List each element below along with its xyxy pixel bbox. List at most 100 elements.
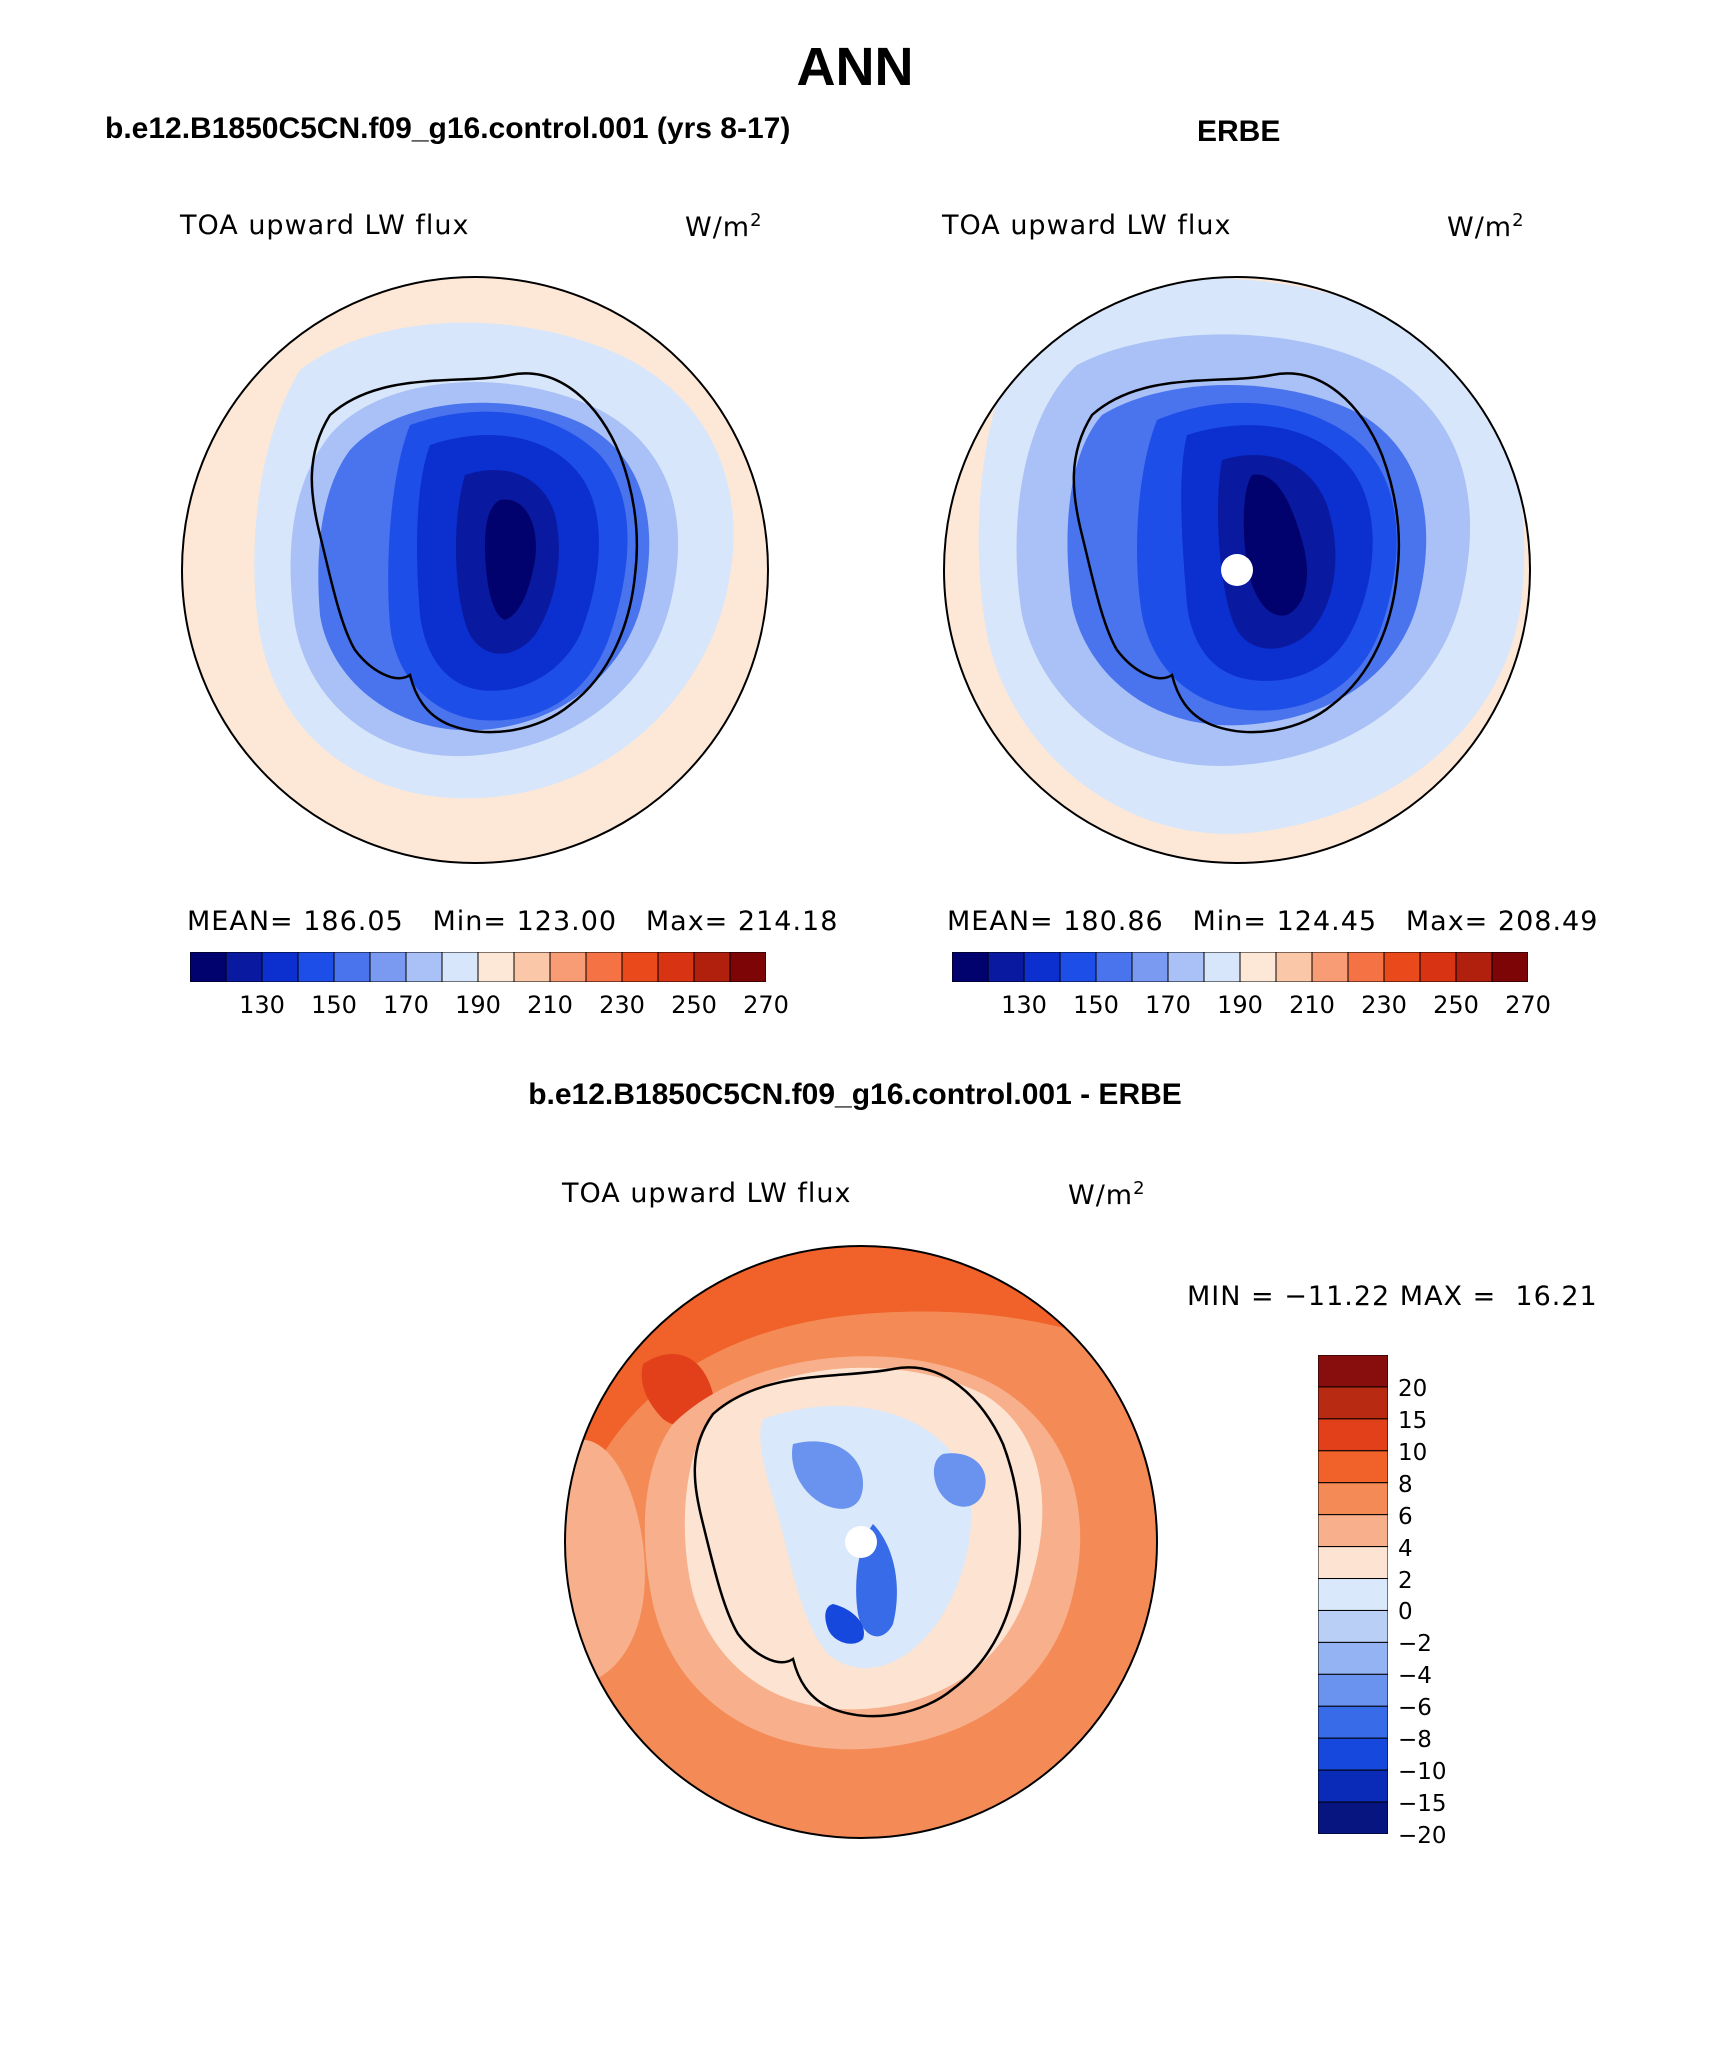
colorbar-level-label: −15 xyxy=(1398,1791,1447,1818)
colorbar-swatch xyxy=(1347,952,1385,982)
panel1-title: b.e12.B1850C5CN.f09_g16.control.001 (yrs… xyxy=(105,112,791,145)
colorbar-tick-label: 250 xyxy=(671,991,717,1019)
colorbar-swatch xyxy=(1318,1578,1388,1611)
colorbar-level-label: −10 xyxy=(1398,1759,1447,1786)
colorbar-level-label: 2 xyxy=(1398,1567,1413,1594)
colorbar-level-label: 20 xyxy=(1398,1375,1428,1402)
colorbar-swatch xyxy=(1318,1641,1388,1675)
panel2-variable-label: TOA upward LW flux xyxy=(942,210,1232,241)
colorbar-swatch xyxy=(1419,952,1457,982)
colorbar-swatch xyxy=(441,952,479,982)
panel2-units: W/m2 xyxy=(1447,210,1525,243)
colorbar-swatch xyxy=(1059,952,1097,982)
colorbar-tick-label: 130 xyxy=(1001,991,1047,1019)
colorbar-tick-label: 170 xyxy=(1145,991,1191,1019)
panel1-variable-label: TOA upward LW flux xyxy=(180,210,470,241)
figure-title: ANN xyxy=(796,37,914,97)
panel3-colorbar-labels: 20 15 10 8 6 4 2 0 −2 −4 −6 −8 −10 −15 −20 xyxy=(1398,1355,1478,1849)
colorbar-swatch xyxy=(1095,952,1133,982)
colorbar-tick-label: 190 xyxy=(1217,991,1263,1019)
colorbar-swatch xyxy=(1131,952,1169,982)
colorbar-swatch xyxy=(297,952,335,982)
colorbar-swatch xyxy=(1318,1673,1388,1707)
panel3-pole-mask xyxy=(845,1526,877,1558)
colorbar-swatch xyxy=(1455,952,1493,982)
colorbar-swatch xyxy=(1318,1514,1388,1548)
panel3-variable-label: TOA upward LW flux xyxy=(562,1178,852,1209)
colorbar-swatch xyxy=(1275,952,1313,982)
colorbar-level-label: 4 xyxy=(1398,1535,1413,1562)
panel2-stats: MEAN= 180.86 Min= 124.45 Max= 208.49 xyxy=(947,906,1599,937)
colorbar-tick-label: 230 xyxy=(599,991,645,1019)
colorbar-swatch xyxy=(1318,1355,1388,1388)
colorbar-swatch xyxy=(549,952,587,982)
colorbar-swatch xyxy=(261,952,299,982)
panel3-band-neg-6 xyxy=(792,1441,863,1509)
panel3-band-neg-6b xyxy=(933,1453,986,1507)
colorbar-level-label: −6 xyxy=(1398,1695,1432,1722)
colorbar-swatch xyxy=(585,952,623,982)
colorbar-swatch xyxy=(1318,1705,1388,1739)
panel3-title: b.e12.B1850C5CN.f09_g16.control.001 - ER… xyxy=(528,1078,1182,1111)
colorbar-swatch xyxy=(1318,1737,1388,1771)
colorbar-swatch xyxy=(1318,1450,1388,1484)
colorbar-tick-label: 150 xyxy=(311,991,357,1019)
colorbar-tick-label: 150 xyxy=(1073,991,1119,1019)
colorbar-level-label: 8 xyxy=(1398,1471,1413,1498)
colorbar-swatch xyxy=(1203,952,1241,982)
colorbar-swatch xyxy=(1318,1801,1388,1834)
panel2-band-130 xyxy=(1243,474,1307,616)
panel3-band-neg-10 xyxy=(825,1604,864,1644)
colorbar-tick-label: 130 xyxy=(239,991,285,1019)
panel2-polar-map xyxy=(943,276,1531,864)
panel3-band-strong xyxy=(565,1246,1157,1474)
colorbar-level-label: 0 xyxy=(1398,1599,1413,1626)
colorbar-swatch xyxy=(1318,1769,1388,1803)
colorbar-swatch xyxy=(1318,1418,1388,1452)
colorbar-swatch xyxy=(1318,1546,1388,1580)
colorbar-swatch xyxy=(1167,952,1205,982)
colorbar-swatch xyxy=(333,952,371,982)
colorbar-swatch xyxy=(513,952,551,982)
colorbar-tick-label: 230 xyxy=(1361,991,1407,1019)
panel3-coast xyxy=(693,1366,1022,1718)
colorbar-level-label: 6 xyxy=(1398,1503,1413,1530)
colorbar-level-label: 15 xyxy=(1398,1407,1428,1434)
colorbar-swatch xyxy=(952,952,989,982)
colorbar-swatch xyxy=(1023,952,1061,982)
panel1-colorbar xyxy=(190,952,766,982)
colorbar-swatch xyxy=(190,952,227,982)
panel3-polar-map xyxy=(564,1245,1158,1839)
panel1-colorbar-ticks: 130 150 170 190 210 230 250 270 xyxy=(190,991,789,1021)
panel1-coast xyxy=(310,372,639,734)
colorbar-tick-label: 270 xyxy=(743,991,789,1019)
colorbar-level-label: 10 xyxy=(1398,1439,1428,1466)
colorbar-swatch xyxy=(729,952,766,982)
colorbar-swatch xyxy=(225,952,263,982)
panel3-colorbar xyxy=(1318,1355,1388,1834)
colorbar-level-label: −2 xyxy=(1398,1631,1432,1658)
colorbar-tick-label: 250 xyxy=(1433,991,1479,1019)
colorbar-swatch xyxy=(1318,1609,1388,1643)
panel3-units: W/m2 xyxy=(1068,1178,1146,1211)
colorbar-swatch xyxy=(405,952,443,982)
colorbar-tick-label: 210 xyxy=(1289,991,1335,1019)
colorbar-level-label: −4 xyxy=(1398,1663,1432,1690)
panel2-coast xyxy=(1072,372,1401,734)
colorbar-level-label: −20 xyxy=(1398,1823,1447,1849)
panel2-pole-mask xyxy=(1221,554,1253,586)
colorbar-swatch xyxy=(693,952,731,982)
panel2-colorbar-ticks: 130 150 170 190 210 230 250 270 xyxy=(952,991,1551,1021)
panel2-colorbar xyxy=(952,952,1528,982)
colorbar-swatch xyxy=(1239,952,1277,982)
colorbar-swatch xyxy=(1311,952,1349,982)
panel3-band-west xyxy=(565,1439,645,1684)
panel2-title: ERBE xyxy=(1197,115,1281,148)
colorbar-swatch xyxy=(621,952,659,982)
colorbar-level-label: −8 xyxy=(1398,1727,1432,1754)
colorbar-swatch xyxy=(1318,1386,1388,1420)
colorbar-tick-label: 270 xyxy=(1505,991,1551,1019)
colorbar-swatch xyxy=(1318,1482,1388,1516)
colorbar-swatch xyxy=(987,952,1025,982)
colorbar-tick-label: 190 xyxy=(455,991,501,1019)
